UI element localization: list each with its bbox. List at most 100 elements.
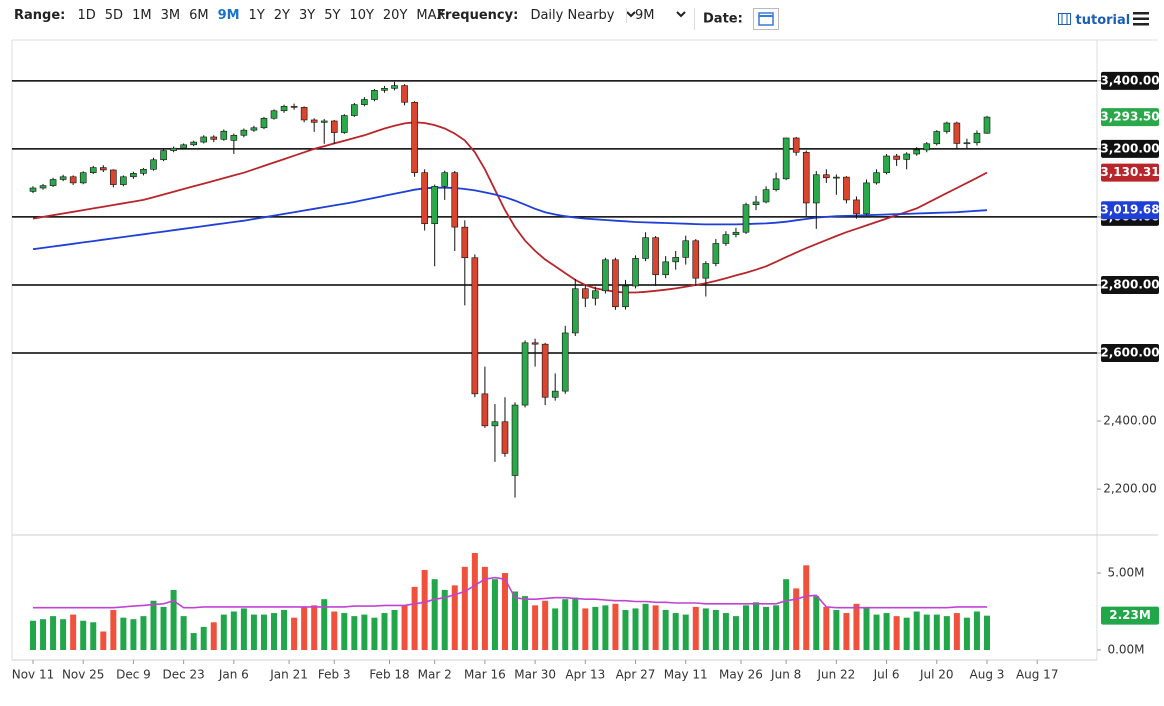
volume-bar <box>843 613 850 650</box>
candle-body <box>642 237 649 259</box>
candle-body <box>180 144 187 149</box>
candle-body <box>351 104 358 116</box>
range-button[interactable]: 10Y <box>349 8 374 23</box>
candle-body <box>823 174 830 179</box>
range-button[interactable]: 9M <box>217 8 240 23</box>
volume-bar <box>240 608 247 650</box>
candle-body <box>802 151 810 204</box>
candle-body <box>833 176 840 179</box>
candle-body <box>320 120 328 123</box>
frequency-select[interactable]: Daily Nearby <box>530 8 615 23</box>
range-button[interactable]: 1Y <box>248 8 265 23</box>
volume-bar <box>80 620 87 650</box>
candle-body <box>772 178 780 191</box>
candle-body <box>571 288 579 334</box>
volume-bar <box>963 617 970 650</box>
range-button[interactable]: 3Y <box>298 8 316 23</box>
candle-body <box>200 136 208 143</box>
volume-bar <box>451 585 458 650</box>
date-label: Date: <box>703 11 743 27</box>
candle-body <box>79 172 87 184</box>
volume-bar <box>230 611 237 650</box>
volume-bar <box>913 611 920 650</box>
frequency-label: Frequency: <box>437 8 519 23</box>
tutorial-icon <box>1058 13 1071 25</box>
volume-bar <box>281 609 288 650</box>
candle-body <box>843 176 850 201</box>
candle-body <box>190 141 197 146</box>
candle-body <box>130 173 137 178</box>
volume-bar <box>883 613 890 650</box>
candle-body <box>602 259 609 292</box>
range-button[interactable]: 5Y <box>324 8 341 23</box>
volume-bar <box>60 619 67 650</box>
volume-bar <box>331 611 338 650</box>
volume-bar <box>853 603 860 650</box>
volume-bar <box>40 619 47 650</box>
candle-body <box>732 231 740 235</box>
x-tick-label: Mar 2 <box>418 668 452 682</box>
x-tick-label: May 26 <box>719 668 763 682</box>
range-button[interactable]: 1M <box>132 8 152 23</box>
x-tick-label: Jul 6 <box>873 668 900 682</box>
volume-bar <box>401 605 408 650</box>
y-tick-label: 3,400.00 <box>1100 73 1159 87</box>
volume-bar <box>773 605 780 650</box>
volume-bar <box>160 606 167 650</box>
volume-bar <box>220 614 227 650</box>
candle-body <box>511 404 519 476</box>
volume-bar <box>411 586 418 650</box>
range-button[interactable]: 20Y <box>382 8 408 23</box>
volume-bar <box>943 616 950 650</box>
volume-average <box>33 576 987 609</box>
volume-bar <box>421 569 428 650</box>
volume-bar <box>391 609 398 650</box>
range-button[interactable]: 3M <box>160 8 181 23</box>
volume-bar <box>130 619 137 650</box>
candle-body <box>120 176 127 185</box>
volume-bar <box>180 616 187 650</box>
volume-bar <box>471 553 478 650</box>
level-label-box <box>1101 275 1159 294</box>
candle-body <box>89 167 97 173</box>
volume-bar <box>973 611 980 650</box>
candle-body <box>240 129 248 136</box>
range-button[interactable]: 1D <box>77 8 96 23</box>
volume-bar <box>461 566 468 650</box>
x-tick-label: Apr 27 <box>616 668 656 682</box>
volume-bar <box>863 606 870 650</box>
x-tick-label: Aug 17 <box>1016 668 1059 682</box>
x-tick-label: Dec 23 <box>162 668 204 682</box>
candle-body <box>401 85 408 103</box>
volume-bar <box>501 573 508 650</box>
volume-bar <box>341 613 348 650</box>
candle-body <box>210 136 218 140</box>
range-button[interactable]: MAX <box>416 8 446 23</box>
candle-body <box>431 186 438 225</box>
range-button[interactable]: 6M <box>189 8 209 23</box>
candle-body <box>883 155 890 173</box>
last-value-box <box>1101 201 1159 220</box>
candle-body <box>260 117 268 129</box>
volume-bar <box>602 605 609 650</box>
range-button[interactable]: 5D <box>104 8 124 23</box>
candle-body <box>29 187 37 192</box>
x-tick-label: Apr 13 <box>565 668 605 682</box>
candle-body <box>491 421 499 427</box>
chevron <box>675 11 686 18</box>
range-button[interactable]: 2Y <box>273 8 290 23</box>
tutorial-link[interactable]: tutorial <box>1058 13 1130 28</box>
last-value-label: 3,130.31 <box>1100 165 1159 179</box>
candle-body <box>863 182 870 215</box>
candle-body <box>521 342 529 406</box>
menu-button[interactable] <box>1133 12 1149 26</box>
x-tick-label: Feb 18 <box>369 668 409 682</box>
volume-bar <box>833 609 840 650</box>
volume-bar <box>552 608 559 650</box>
candle-body <box>341 115 348 133</box>
period-select[interactable]: 9M <box>635 8 655 23</box>
volume-bar <box>90 622 97 650</box>
calendar-button[interactable] <box>752 8 779 30</box>
volume-bar <box>722 613 729 650</box>
